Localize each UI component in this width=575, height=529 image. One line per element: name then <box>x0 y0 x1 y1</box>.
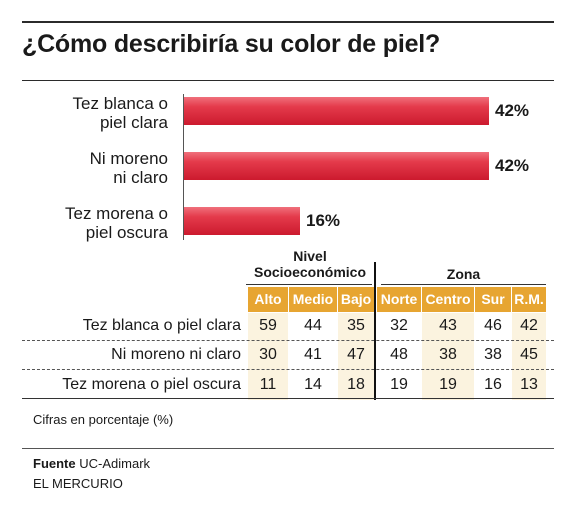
row-separator <box>22 340 554 341</box>
top-rule <box>22 21 554 23</box>
table-row-label: Tez blanca o piel clara <box>82 317 241 334</box>
table-cell: 41 <box>304 346 322 363</box>
group-header-line: Zona <box>446 266 481 282</box>
column-shade <box>512 313 546 400</box>
column-shade <box>248 313 288 400</box>
column-header: Sur <box>475 287 511 312</box>
table-cell: 32 <box>390 317 408 334</box>
bar-category-label-line: Tez blanca o <box>72 94 168 113</box>
bar <box>184 207 300 235</box>
table-cell: 18 <box>347 376 365 393</box>
bar-category-label-line: Ni moreno <box>89 149 168 168</box>
bar-category-label: Tez blanca o piel clara <box>8 94 168 132</box>
column-header: Alto <box>248 287 288 312</box>
table-cell: 42 <box>520 317 538 334</box>
group-header-line: Socioeconómico <box>253 264 367 280</box>
table-cell: 14 <box>304 376 322 393</box>
table-cell: 59 <box>259 317 277 334</box>
chart-title: ¿Cómo describiría su color de piel? <box>22 30 441 58</box>
bar-category-label-line: Tez morena o <box>65 204 168 223</box>
group-header-underline <box>246 284 372 285</box>
table-cell: 19 <box>390 376 408 393</box>
table-row-label: Ni moreno ni claro <box>111 346 241 363</box>
group-header-underline <box>381 284 546 285</box>
table-cell: 43 <box>439 317 457 334</box>
column-header: Medio <box>289 287 337 312</box>
bar <box>184 97 489 125</box>
credit: EL MERCURIO <box>33 476 123 491</box>
column-header: R.M. <box>512 287 546 312</box>
bar <box>184 152 489 180</box>
source-line: Fuente UC-Adimark <box>33 456 150 471</box>
column-header: Centro <box>422 287 474 312</box>
bar-category-label-line: ni claro <box>113 168 168 187</box>
bar-value-label: 42% <box>495 101 530 120</box>
source-text: UC-Adimark <box>75 456 151 471</box>
table-cell: 13 <box>520 376 538 393</box>
bar-category-label-line: piel oscura <box>85 223 168 242</box>
table-cell: 38 <box>484 346 502 363</box>
table-group-divider <box>374 262 376 400</box>
table-group-header-socioeconomico: Nivel Socioeconómico <box>246 248 374 280</box>
bar-axis <box>183 94 184 240</box>
table-cell: 19 <box>439 376 457 393</box>
table-cell: 44 <box>304 317 322 334</box>
column-header: Norte <box>377 287 421 312</box>
source-label: Fuente <box>33 456 76 471</box>
table-cell: 38 <box>439 346 457 363</box>
column-shade <box>422 313 474 400</box>
bar-value-label: 42% <box>495 156 530 175</box>
title-rule <box>22 80 554 81</box>
group-header-line: Nivel <box>293 248 327 264</box>
bar-category-label-line: piel clara <box>99 113 168 132</box>
source-rule <box>22 448 554 449</box>
footnote: Cifras en porcentaje (%) <box>33 412 174 427</box>
table-cell: 46 <box>484 317 502 334</box>
table-cell: 11 <box>259 376 277 393</box>
row-separator <box>22 369 554 370</box>
table-cell: 45 <box>520 346 538 363</box>
table-group-header-zona: Zona <box>381 266 546 282</box>
table-cell: 48 <box>390 346 408 363</box>
table-cell: 47 <box>347 346 365 363</box>
bar-category-label: Ni moreno ni claro <box>8 149 168 187</box>
table-cell: 16 <box>484 376 502 393</box>
table-cell: 30 <box>259 346 277 363</box>
table-cell: 35 <box>347 317 365 334</box>
table-row-label: Tez morena o piel oscura <box>62 376 241 393</box>
column-header: Bajo <box>338 287 374 312</box>
bar-category-label: Tez morena o piel oscura <box>8 204 168 242</box>
table-bottom-rule <box>22 398 554 399</box>
bar-value-label: 16% <box>306 211 341 230</box>
column-shade <box>338 313 374 400</box>
